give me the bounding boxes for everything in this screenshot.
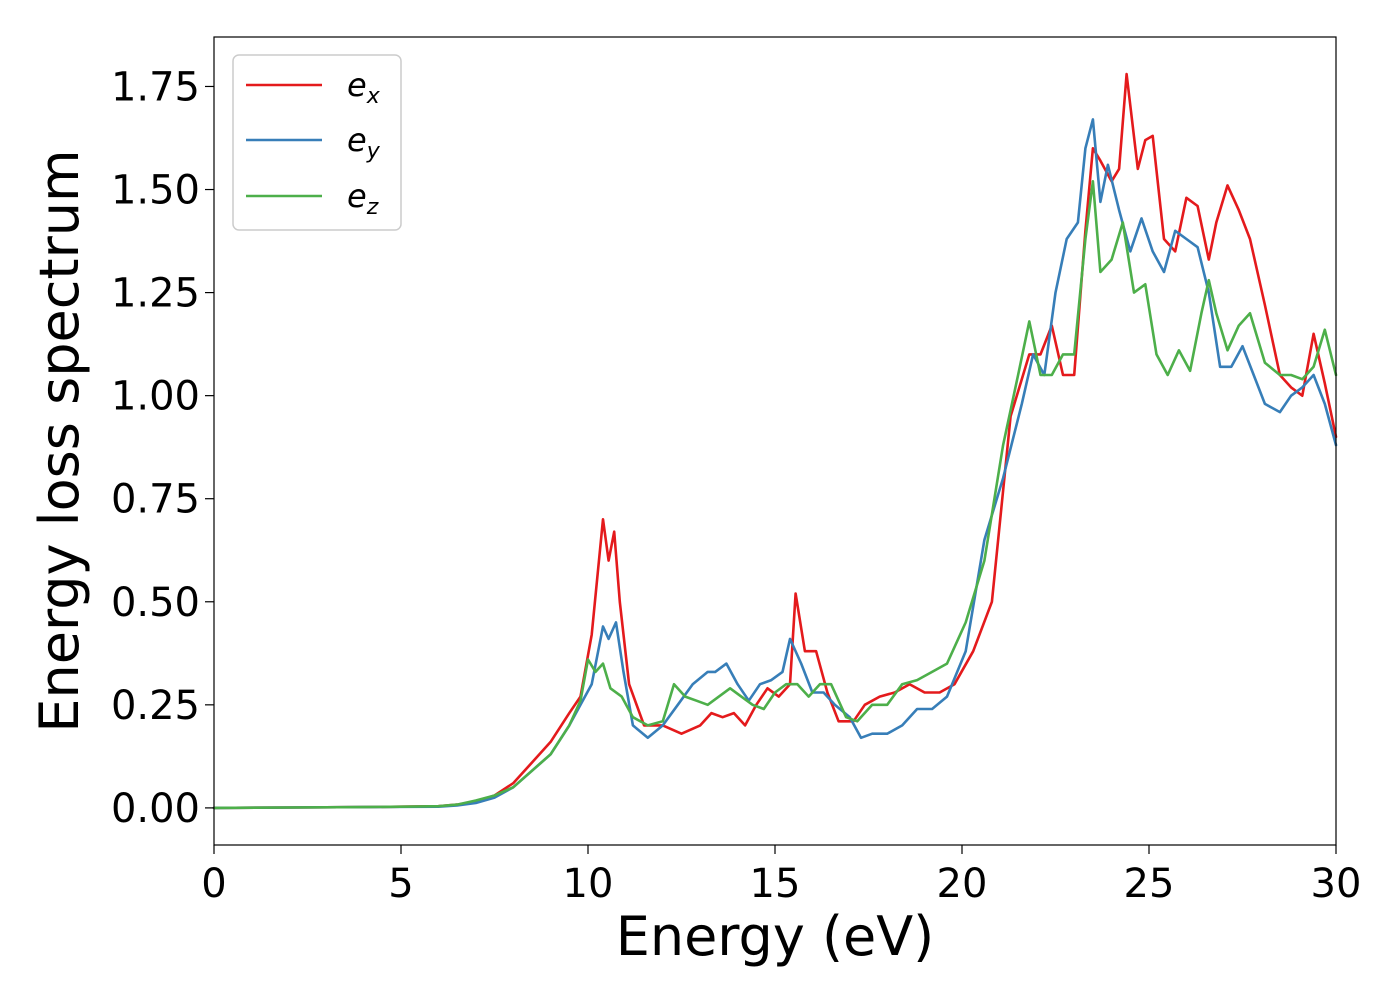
x-tick-label: 30: [1311, 861, 1362, 907]
x-axis-label: Energy (eV): [616, 905, 935, 968]
x-tick-label: 25: [1124, 861, 1175, 907]
x-tick-label: 5: [388, 861, 413, 907]
legend-box: [232, 54, 402, 231]
y-tick-label: 0.25: [111, 683, 200, 729]
x-axis: 0 5 10 15 20 25 30: [201, 845, 1361, 907]
legend-label-y: ey: [347, 121, 381, 164]
x-tick-label: 20: [937, 861, 988, 907]
series-line-y: [212, 118, 1338, 810]
series-line-z: [212, 180, 1338, 810]
y-tick-label: 0.50: [111, 580, 200, 626]
x-tick-label: 10: [563, 861, 614, 907]
y-tick-label: 1.75: [111, 64, 200, 110]
y-tick-label: 0.75: [111, 477, 200, 523]
x-tick-label: 0: [201, 861, 226, 907]
series-line-x: [212, 72, 1338, 810]
x-tick-label: 15: [750, 861, 801, 907]
y-tick-label: 1.50: [111, 168, 200, 214]
y-tick-label: 1.00: [111, 374, 200, 420]
y-axis-label: Energy loss spectrum: [28, 149, 91, 732]
series-layer: [212, 72, 1338, 810]
y-axis: 0.00 0.25 0.50 0.75 1.00 1.25 1.50 1.75: [111, 64, 214, 832]
y-tick-label: 1.25: [111, 271, 200, 317]
y-tick-label: 0.00: [111, 786, 200, 832]
legend-label-x: ex: [347, 66, 381, 109]
